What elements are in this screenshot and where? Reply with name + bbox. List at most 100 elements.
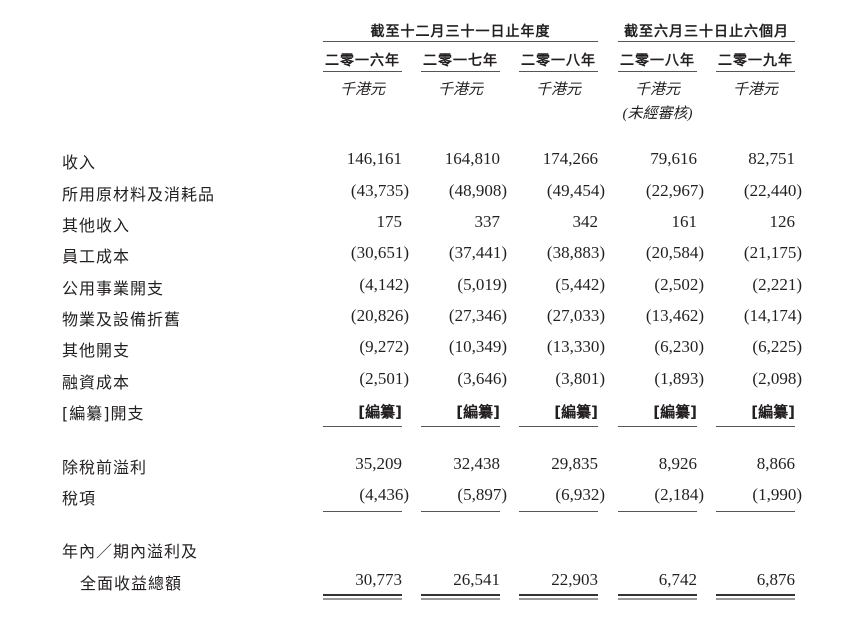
row-value: 8,866 xyxy=(756,454,795,473)
row-value: 29,835 xyxy=(551,454,598,473)
row-value: (4,436) xyxy=(359,485,409,504)
subtotal-rule xyxy=(716,511,795,512)
column-year-header: 二零一七年 xyxy=(423,53,498,69)
unaudited-note: (未經審核) xyxy=(622,106,693,122)
column-unit: 千港元 xyxy=(535,82,581,98)
column-rule xyxy=(716,71,795,72)
column-year-header: 二零一八年 xyxy=(521,53,596,69)
row-value: (3,801) xyxy=(555,369,605,388)
subtotal-rule xyxy=(519,426,598,427)
row-value: 8,926 xyxy=(658,454,697,473)
group-rule xyxy=(323,41,598,42)
row-value: 22,903 xyxy=(551,570,598,589)
row-value: 337 xyxy=(474,212,501,231)
subtotal-rule xyxy=(421,426,500,427)
row-value: (2,098) xyxy=(752,369,802,388)
row-label: 除稅前溢利 xyxy=(62,458,148,477)
subtotal-rule xyxy=(421,511,500,512)
row-value: 146,161 xyxy=(346,149,402,168)
column-year-header: 二零一九年 xyxy=(718,53,793,69)
row-value: (22,440) xyxy=(743,181,802,200)
row-value: (6,932) xyxy=(555,485,605,504)
row-value: (13,330) xyxy=(546,337,605,356)
group-rule xyxy=(618,41,795,42)
row-value: (2,184) xyxy=(654,485,704,504)
row-value: (10,349) xyxy=(448,337,507,356)
row-value: [編纂] xyxy=(751,403,795,421)
row-value: (43,735) xyxy=(350,181,409,200)
column-rule xyxy=(421,71,500,72)
row-value: (38,883) xyxy=(546,243,605,262)
row-value: 174,266 xyxy=(542,149,598,168)
row-label: 員工成本 xyxy=(62,247,131,266)
row-value: 126 xyxy=(769,212,796,231)
row-value: (6,225) xyxy=(752,337,802,356)
column-unit: 千港元 xyxy=(732,82,778,98)
column-rule xyxy=(519,71,598,72)
row-value: (13,462) xyxy=(645,306,704,325)
row-label: 所用原材料及消耗品 xyxy=(62,185,216,204)
row-label: 融資成本 xyxy=(62,373,131,392)
row-value: (2,502) xyxy=(654,275,704,294)
subtotal-rule xyxy=(716,426,795,427)
row-label: 全面收益總額 xyxy=(80,574,183,593)
column-year-header: 二零一八年 xyxy=(620,53,695,69)
row-value: 79,616 xyxy=(650,149,697,168)
row-value: 164,810 xyxy=(444,149,500,168)
row-label: 其他收入 xyxy=(62,216,131,235)
row-label: 收入 xyxy=(62,153,97,172)
row-value: 82,751 xyxy=(748,149,795,168)
row-value: [編纂] xyxy=(456,403,500,421)
row-value: 175 xyxy=(376,212,403,231)
row-value: 32,438 xyxy=(453,454,500,473)
column-rule xyxy=(323,71,402,72)
row-value: (1,990) xyxy=(752,485,802,504)
row-value: (14,174) xyxy=(743,306,802,325)
row-value: [編纂] xyxy=(358,403,402,421)
subtotal-rule xyxy=(618,511,697,512)
subtotal-rule xyxy=(618,426,697,427)
subtotal-rule xyxy=(323,426,402,427)
row-value: (37,441) xyxy=(448,243,507,262)
row-value: (1,893) xyxy=(654,369,704,388)
row-value: (2,501) xyxy=(359,369,409,388)
row-value: (5,897) xyxy=(457,485,507,504)
subtotal-rule xyxy=(323,511,402,512)
row-value: 6,876 xyxy=(756,570,795,589)
row-value: (48,908) xyxy=(448,181,507,200)
row-value: (6,230) xyxy=(654,337,704,356)
row-value: (5,442) xyxy=(555,275,605,294)
row-value: (49,454) xyxy=(546,181,605,200)
row-value: (27,033) xyxy=(546,306,605,325)
group-header-year-ended: 截至十二月三十一日止年度 xyxy=(370,24,551,40)
total-double-rule xyxy=(421,594,500,600)
total-double-rule xyxy=(519,594,598,600)
row-value: (21,175) xyxy=(743,243,802,262)
group-header-six-months: 截至六月三十日止六個月 xyxy=(624,24,789,40)
row-value: (9,272) xyxy=(359,337,409,356)
row-value: (4,142) xyxy=(359,275,409,294)
row-value: (5,019) xyxy=(457,275,507,294)
row-label: 年內／期內溢利及 xyxy=(62,542,199,561)
row-label: 物業及設備折舊 xyxy=(62,310,182,329)
row-value: [編纂] xyxy=(554,403,598,421)
row-value: 26,541 xyxy=(453,570,500,589)
row-value: 30,773 xyxy=(355,570,402,589)
total-double-rule xyxy=(618,594,697,600)
row-value: 342 xyxy=(572,212,599,231)
total-double-rule xyxy=(323,594,402,600)
row-value: [編纂] xyxy=(653,403,697,421)
row-value: 35,209 xyxy=(355,454,402,473)
row-value: (20,584) xyxy=(645,243,704,262)
row-label: 公用事業開支 xyxy=(62,279,165,298)
row-value: (22,967) xyxy=(645,181,704,200)
row-value: (27,346) xyxy=(448,306,507,325)
row-value: (3,646) xyxy=(457,369,507,388)
row-value: 6,742 xyxy=(658,570,697,589)
row-label: 稅項 xyxy=(62,489,97,508)
row-label: [編纂]開支 xyxy=(62,404,145,423)
row-value: (20,826) xyxy=(350,306,409,325)
column-unit: 千港元 xyxy=(339,82,385,98)
column-unit: 千港元 xyxy=(437,82,483,98)
subtotal-rule xyxy=(519,511,598,512)
